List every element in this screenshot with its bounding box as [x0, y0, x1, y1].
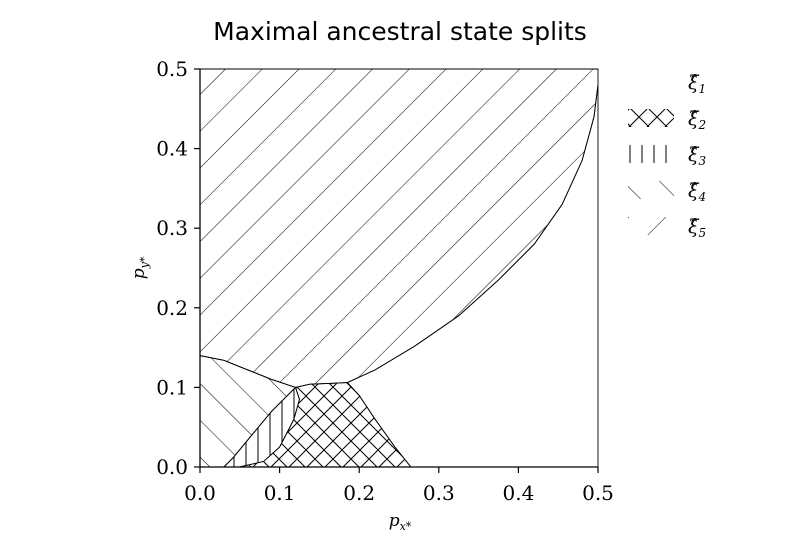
y-tick-label: 0.4 — [156, 137, 188, 161]
legend-swatch-xi1 — [628, 73, 674, 91]
legend-label-xi5: ξ̂5 — [688, 216, 706, 240]
y-tick-label: 0.1 — [156, 375, 188, 399]
plot-axes — [199, 69, 598, 468]
legend-swatch-xi4 — [628, 181, 674, 199]
x-tick-label: 0.4 — [502, 481, 534, 505]
x-axis-label-main: p — [389, 511, 400, 531]
plot-regions — [199, 68, 599, 468]
legend-label-xi3: ξ̂3 — [688, 144, 706, 168]
x-tick-label: 0.3 — [423, 481, 455, 505]
legend-swatch-xi3 — [628, 145, 674, 163]
y-tick-label: 0.0 — [156, 455, 188, 479]
y-axis-label-sub: y* — [138, 256, 151, 269]
y-tick-label: 0.5 — [156, 57, 188, 81]
y-ticks: 0.0 0.1 0.2 0.3 0.4 0.5 — [156, 57, 200, 479]
y-axis-label: py* — [129, 256, 151, 279]
chart-title: Maximal ancestral state splits — [213, 17, 587, 46]
x-tick-label: 0.5 — [582, 481, 614, 505]
x-tick-label: 0.2 — [343, 481, 375, 505]
y-axis-label-main: p — [129, 268, 149, 279]
y-tick-label: 0.3 — [156, 216, 188, 240]
x-axis-label: px* — [389, 511, 412, 533]
legend: ξ̂1 ξ̂2 ξ̂3 ξ̂4 ξ̂5 — [628, 72, 706, 240]
x-ticks: 0.0 0.1 0.2 0.3 0.4 0.5 — [184, 467, 614, 505]
x-tick-label: 0.0 — [184, 481, 216, 505]
legend-label-xi2: ξ̂2 — [688, 108, 706, 132]
legend-swatch-xi5 — [628, 217, 674, 235]
x-axis-label-sub: x* — [400, 520, 412, 533]
legend-label-xi4: ξ̂4 — [688, 180, 706, 204]
legend-swatch-xi2 — [628, 109, 674, 127]
legend-label-xi1: ξ̂1 — [688, 72, 706, 96]
region-xi1 — [346, 84, 599, 468]
region-xi5 — [199, 68, 599, 388]
x-tick-label: 0.1 — [264, 481, 296, 505]
y-tick-label: 0.2 — [156, 296, 188, 320]
